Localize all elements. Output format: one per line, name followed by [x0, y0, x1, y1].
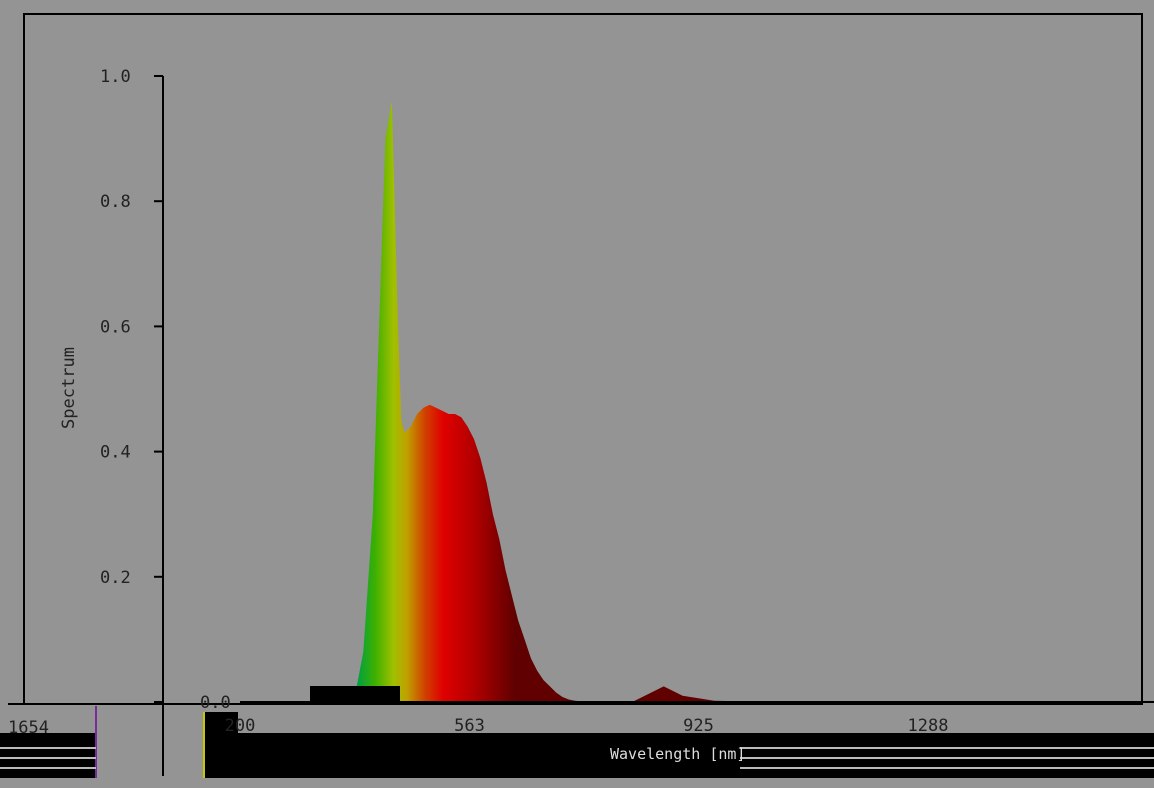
x-axis-label: Wavelength [nm] — [610, 745, 745, 763]
y-tick-label: 0.4 — [100, 443, 131, 463]
x-tick-label: 200 — [225, 716, 256, 736]
y-tick-label: 1.0 — [100, 67, 131, 87]
x-tick-label: 1288 — [908, 716, 949, 736]
y-tick-label: 0.0 — [200, 693, 231, 713]
x-ticks: 200 563 925 1288 — [225, 716, 949, 736]
figure-border — [23, 13, 1143, 705]
y-axis-label: Spectrum — [59, 347, 79, 429]
x-tick-label: 563 — [454, 716, 485, 736]
x-left-edge-label: 1654 — [8, 718, 49, 738]
x-tick-label: 925 — [683, 716, 714, 736]
y-tick-label: 0.2 — [100, 568, 131, 588]
y-tick-label: 0.8 — [100, 192, 131, 212]
y-ticks: 1.0 0.8 0.6 0.4 0.2 0.0 — [100, 67, 231, 713]
spectrum-area — [353, 101, 873, 702]
y-tick-label: 0.6 — [100, 317, 131, 337]
bottom-overlay — [0, 686, 1154, 778]
